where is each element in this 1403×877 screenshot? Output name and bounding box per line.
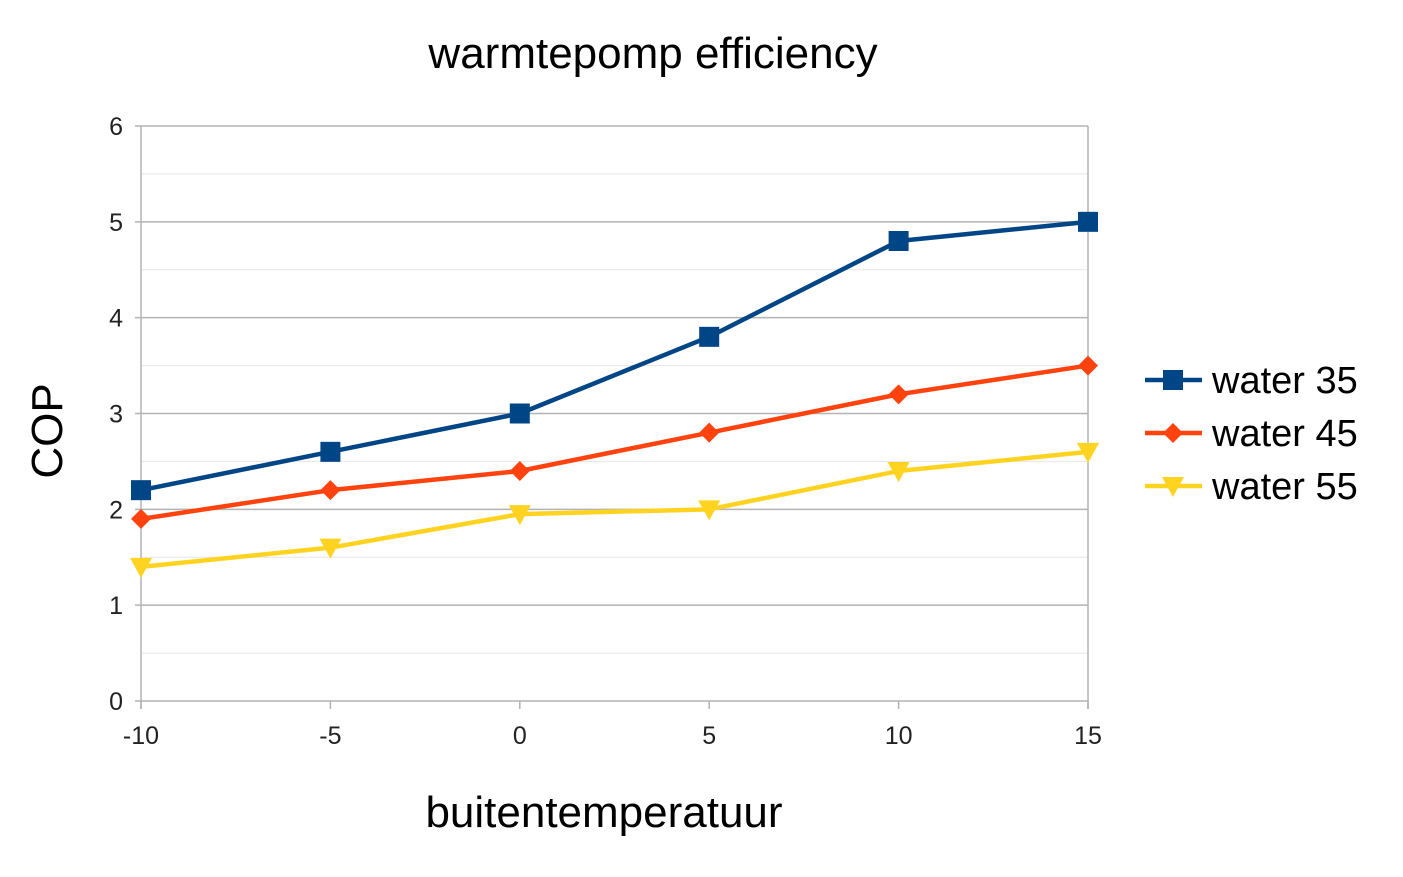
y-tick-label: 3	[109, 401, 123, 429]
data-point	[508, 505, 531, 526]
y-tick-label: 1	[109, 592, 123, 620]
x-axis-title: buitentemperatuur	[425, 788, 782, 837]
data-point	[1077, 442, 1099, 463]
y-tick-labels: 0 1 2 3 4 5 6	[109, 113, 123, 716]
y-tick-label: 0	[109, 688, 123, 716]
series-line	[140, 219, 1089, 493]
data-point	[888, 231, 909, 251]
data-point	[887, 462, 910, 482]
chart-title: warmtepomp efficiency	[427, 29, 877, 78]
x-tick-label: -10	[123, 722, 159, 750]
legend-swatch-marker	[1162, 477, 1184, 497]
data-point	[320, 480, 341, 501]
data-point	[319, 538, 342, 559]
legend-swatch-marker	[1163, 423, 1183, 443]
x-tick-labels: -10 -5 0 5 10 15	[123, 722, 1102, 750]
data-point	[1078, 355, 1098, 376]
data-point	[131, 508, 151, 529]
axes	[140, 126, 1089, 709]
x-tick-label: -5	[319, 722, 341, 750]
legend-label: water 45	[1211, 413, 1358, 455]
y-tick-label: 5	[109, 209, 123, 237]
data-point	[698, 500, 721, 521]
data-point	[699, 326, 720, 347]
data-point	[131, 480, 151, 501]
series-line	[140, 449, 1089, 570]
series-water-55	[130, 442, 1099, 578]
legend-item: water 35	[1145, 360, 1358, 402]
x-tick-label: 15	[1074, 722, 1102, 750]
legend-item: water 45	[1145, 413, 1358, 455]
legend-label: water 35	[1211, 360, 1358, 402]
y-tick-label: 4	[109, 305, 123, 333]
legend-item: water 55	[1145, 466, 1358, 508]
series-water-45	[131, 355, 1098, 529]
data-point	[509, 403, 530, 424]
legend: water 35 water 45 water 55	[1145, 360, 1358, 508]
x-tick-label: 5	[702, 722, 716, 750]
data-point	[1078, 211, 1098, 232]
data-point	[699, 422, 720, 443]
legend-label: water 55	[1211, 466, 1358, 508]
series-water-35	[131, 211, 1098, 501]
y-tick-label: 2	[109, 496, 123, 524]
series-layer	[130, 211, 1099, 578]
data-point	[320, 441, 341, 462]
y-axis-title: COP	[23, 383, 72, 478]
x-tick-label: 10	[885, 722, 913, 750]
series-line	[140, 363, 1089, 522]
x-tick-label: 0	[513, 722, 527, 750]
data-point	[509, 461, 530, 481]
grid	[135, 125, 1088, 702]
data-point	[130, 557, 152, 578]
y-tick-label: 6	[109, 113, 123, 141]
legend-swatch-marker	[1163, 370, 1183, 390]
data-point	[888, 384, 909, 405]
